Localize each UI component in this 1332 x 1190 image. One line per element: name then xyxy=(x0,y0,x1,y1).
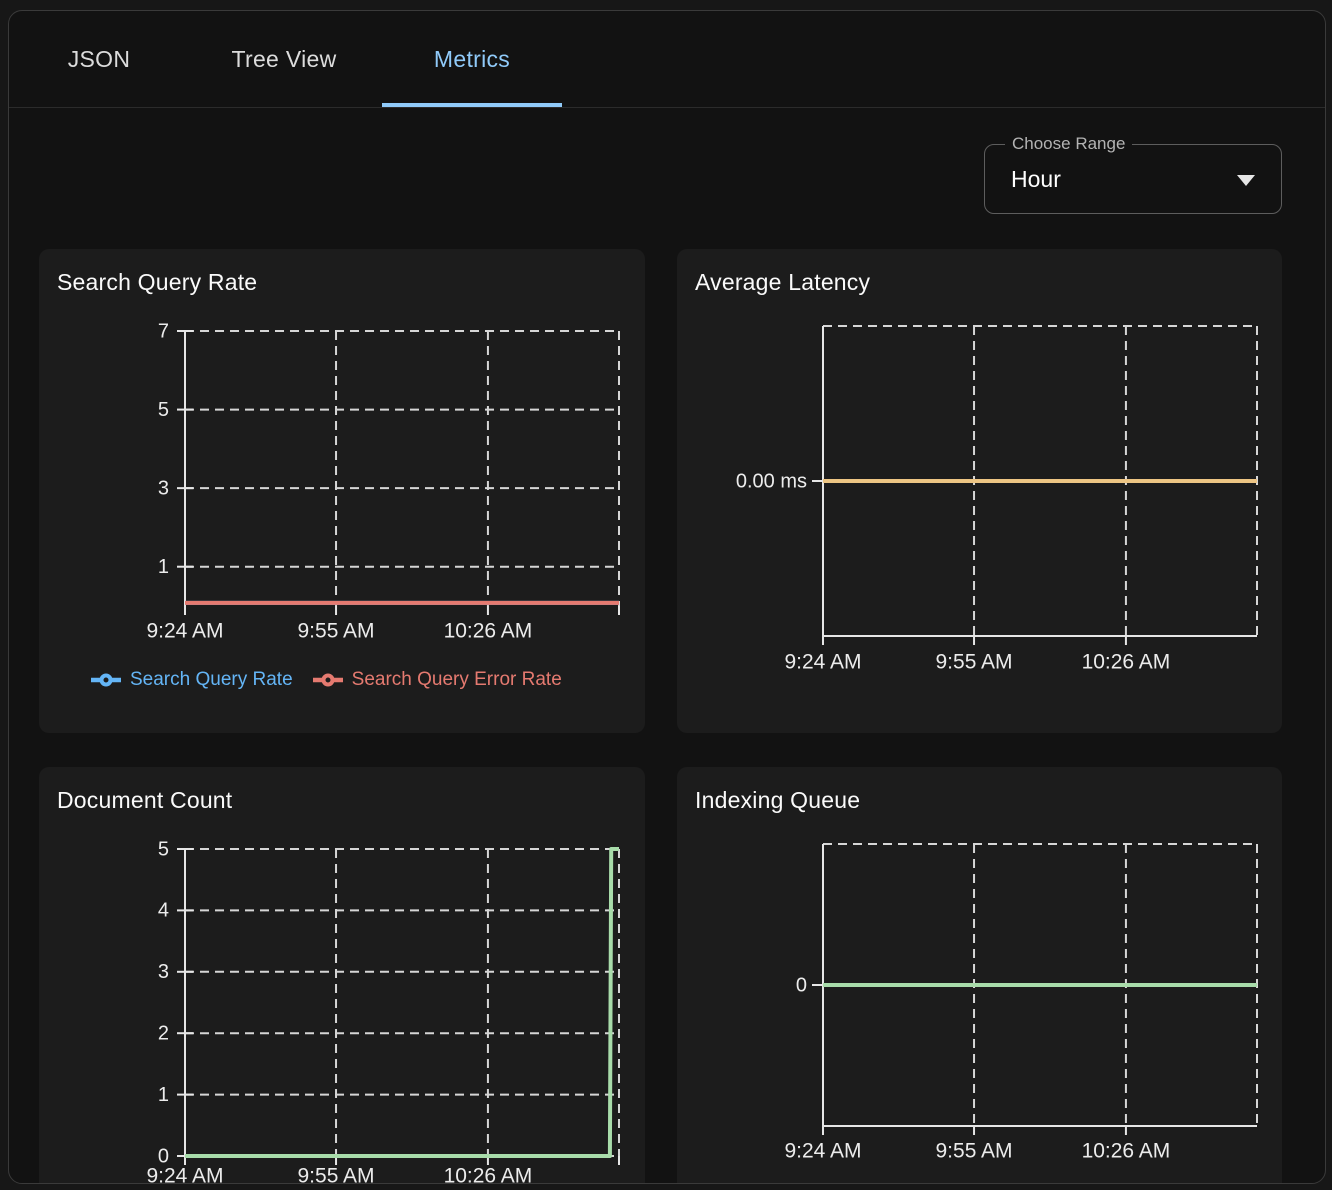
chevron-down-icon xyxy=(1237,175,1255,186)
document-count-plot: 5432109:24 AM9:55 AM10:26 AM xyxy=(39,767,645,1184)
active-tab-indicator xyxy=(382,103,562,107)
legend-item: Search Query Error Rate xyxy=(313,669,562,691)
charts-grid: 7 5 3 1 9:24 AM 9:55 AM 10:26 AM Search Query … xyxy=(39,249,1282,1184)
tab-tree-view[interactable]: Tree View xyxy=(194,11,374,107)
svg-text:5: 5 xyxy=(158,399,169,421)
legend-item-label: Search Query Rate xyxy=(130,669,293,691)
svg-text:9:55 AM: 9:55 AM xyxy=(936,1140,1013,1163)
chart-title: Indexing Queue xyxy=(695,787,860,814)
svg-text:9:24 AM: 9:24 AM xyxy=(784,1140,861,1163)
svg-text:9:55 AM: 9:55 AM xyxy=(298,620,375,643)
chart-title: Document Count xyxy=(57,787,232,814)
svg-text:9:55 AM: 9:55 AM xyxy=(936,651,1013,674)
svg-text:5: 5 xyxy=(158,838,169,860)
svg-text:0: 0 xyxy=(796,974,807,996)
svg-text:10:26 AM: 10:26 AM xyxy=(1082,1140,1171,1163)
chart-panel-document-count: 5432109:24 AM9:55 AM10:26 AM Document Co… xyxy=(39,767,645,1184)
chart-panel-search-query-rate: 7 5 3 1 9:24 AM 9:55 AM 10:26 AM Search Query … xyxy=(39,249,645,733)
chart-panel-average-latency: 0.00 ms 9:24 AM 9:55 AM 10:26 AM Average La… xyxy=(677,249,1282,733)
chart-panel-indexing-queue: 0 9:24 AM 9:55 AM 10:26 AM Indexing Queue xyxy=(677,767,1282,1184)
svg-text:1: 1 xyxy=(158,1084,169,1106)
tab-json[interactable]: JSON xyxy=(29,11,169,107)
page-card: JSON Tree View Metrics Choose Range Hour… xyxy=(8,10,1326,1184)
chart-title: Average Latency xyxy=(695,269,870,296)
average-latency-plot: 0.00 ms 9:24 AM 9:55 AM 10:26 AM xyxy=(677,249,1283,733)
svg-text:3: 3 xyxy=(158,477,169,499)
svg-text:2: 2 xyxy=(158,1022,169,1044)
svg-text:4: 4 xyxy=(158,900,169,922)
svg-text:9:24 AM: 9:24 AM xyxy=(146,620,223,643)
series-marker-icon xyxy=(313,672,343,688)
svg-text:3: 3 xyxy=(158,961,169,983)
range-select[interactable]: Choose Range Hour xyxy=(984,144,1282,214)
tab-bar: JSON Tree View Metrics xyxy=(9,11,1325,108)
svg-text:10:26 AM: 10:26 AM xyxy=(444,620,533,643)
tab-metrics[interactable]: Metrics xyxy=(382,11,562,107)
svg-text:9:24 AM: 9:24 AM xyxy=(146,1165,223,1184)
svg-text:0.00 ms: 0.00 ms xyxy=(736,470,807,492)
svg-text:1: 1 xyxy=(158,556,169,578)
search-query-rate-plot: 7 5 3 1 9:24 AM 9:55 AM 10:26 AM xyxy=(39,249,645,733)
chart-legend: Search Query Rate Search Query Error Rate xyxy=(91,669,562,691)
legend-item-label: Search Query Error Rate xyxy=(352,669,562,691)
series-marker-icon xyxy=(91,672,121,688)
svg-text:10:26 AM: 10:26 AM xyxy=(1082,651,1171,674)
svg-text:10:26 AM: 10:26 AM xyxy=(444,1165,533,1184)
svg-text:9:24 AM: 9:24 AM xyxy=(784,651,861,674)
legend-item: Search Query Rate xyxy=(91,669,293,691)
svg-text:9:55 AM: 9:55 AM xyxy=(298,1165,375,1184)
chart-title: Search Query Rate xyxy=(57,269,257,296)
svg-text:7: 7 xyxy=(158,320,169,342)
indexing-queue-plot: 0 9:24 AM 9:55 AM 10:26 AM xyxy=(677,767,1283,1184)
range-select-value: Hour xyxy=(1011,145,1061,213)
